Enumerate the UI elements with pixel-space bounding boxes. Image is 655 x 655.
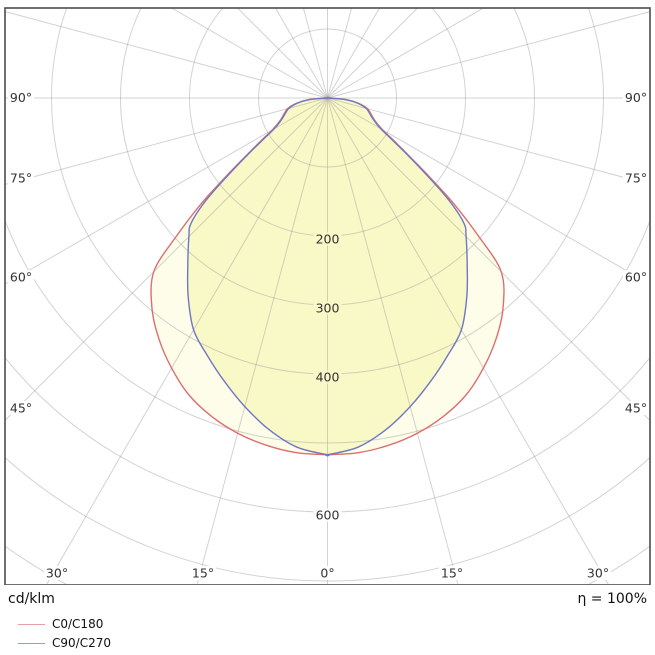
grid-ray — [236, 8, 328, 99]
grid-ray — [5, 97, 328, 185]
angle-label-right-90-bg — [623, 90, 649, 105]
legend-line-icon — [18, 642, 45, 644]
ring-label-300-bg — [313, 301, 342, 315]
footer-row: cd/klm η = 100% — [0, 586, 655, 610]
grid-ring-500 — [5, 218, 650, 444]
grid-ray — [327, 97, 650, 185]
angle-label-bottom-3-bg — [439, 566, 465, 580]
chart-legend: C0/C180 C90/C270 — [0, 615, 400, 653]
ring-label-600: 600 — [316, 508, 340, 523]
grid-ray — [45, 97, 328, 585]
angle-label-right-75-bg — [623, 171, 649, 185]
angle-label-right-90: 90° — [625, 90, 647, 105]
angle-label-left-75-bg — [8, 171, 34, 185]
ring-label-400-bg — [313, 370, 342, 384]
angle-label-right-75: 75° — [625, 171, 647, 186]
angle-label-right-60-bg — [623, 270, 649, 284]
angle-label-left-45-bg — [8, 401, 34, 415]
angle-label-bottom-2-bg — [314, 566, 341, 580]
ring-label-200: 200 — [316, 232, 340, 247]
grid-ray — [327, 97, 459, 585]
plot-frame — [4, 7, 651, 585]
angle-label-left-45: 45° — [10, 401, 32, 416]
ring-label-400: 400 — [316, 370, 340, 385]
unit-label: cd/klm — [8, 591, 55, 607]
legend-label: C90/C270 — [52, 636, 111, 650]
grid-ray — [327, 8, 419, 99]
angle-label-left-75: 75° — [10, 171, 32, 186]
grid-ray — [196, 97, 328, 585]
grid-ray — [5, 11, 328, 99]
grid-ring-700 — [5, 456, 650, 582]
ring-label-300: 300 — [316, 301, 340, 316]
ring-label-200-bg — [313, 232, 342, 246]
legend-item-c90-c270: C90/C270 — [0, 634, 400, 652]
grid-ray — [327, 97, 650, 422]
angle-label-left-60: 60° — [10, 270, 32, 285]
polar-plot-area: 200 300 400 600 90° 90° 75° 75° 60° 60° 45° 45° 30° 1… — [4, 7, 651, 585]
grid-ray — [327, 97, 610, 585]
angle-label-right-45: 45° — [625, 401, 647, 416]
c90-c270-fill — [187, 98, 468, 456]
angle-label-bottom-4: 30° — [587, 566, 609, 581]
angle-label-left-90-bg — [8, 90, 34, 105]
grid-ray — [170, 8, 328, 99]
ring-label-600-bg — [313, 508, 342, 522]
legend-item-c0-c180: C0/C180 — [0, 615, 400, 633]
grid-ray — [327, 8, 485, 99]
angle-label-left-90: 90° — [10, 90, 32, 105]
angle-label-right-45-bg — [623, 401, 649, 415]
angle-label-bottom-1-bg — [190, 566, 216, 580]
angle-label-bottom-4-bg — [585, 566, 611, 580]
angle-label-bottom-1: 15° — [192, 566, 214, 581]
grid-ring-100 — [258, 28, 397, 168]
angle-label-left-60-bg — [8, 270, 34, 284]
c90-c270-curve — [186, 97, 469, 457]
legend-label: C0/C180 — [52, 617, 104, 631]
angle-label-right-60: 60° — [625, 270, 647, 285]
angle-label-bottom-2: 0° — [320, 566, 334, 581]
plot-content: 200 300 400 600 90° 90° 75° 75° 60° 60° 45° 45° 30° 1… — [5, 8, 650, 585]
grid-ray — [5, 97, 328, 422]
legend-line-icon — [18, 623, 45, 625]
grid-ray — [327, 11, 650, 99]
angle-label-bottom-0: 30° — [46, 566, 68, 581]
angle-label-bottom-0-bg — [44, 566, 70, 580]
efficiency-label: η = 100% — [577, 591, 647, 607]
angle-label-bottom-3: 15° — [441, 566, 463, 581]
